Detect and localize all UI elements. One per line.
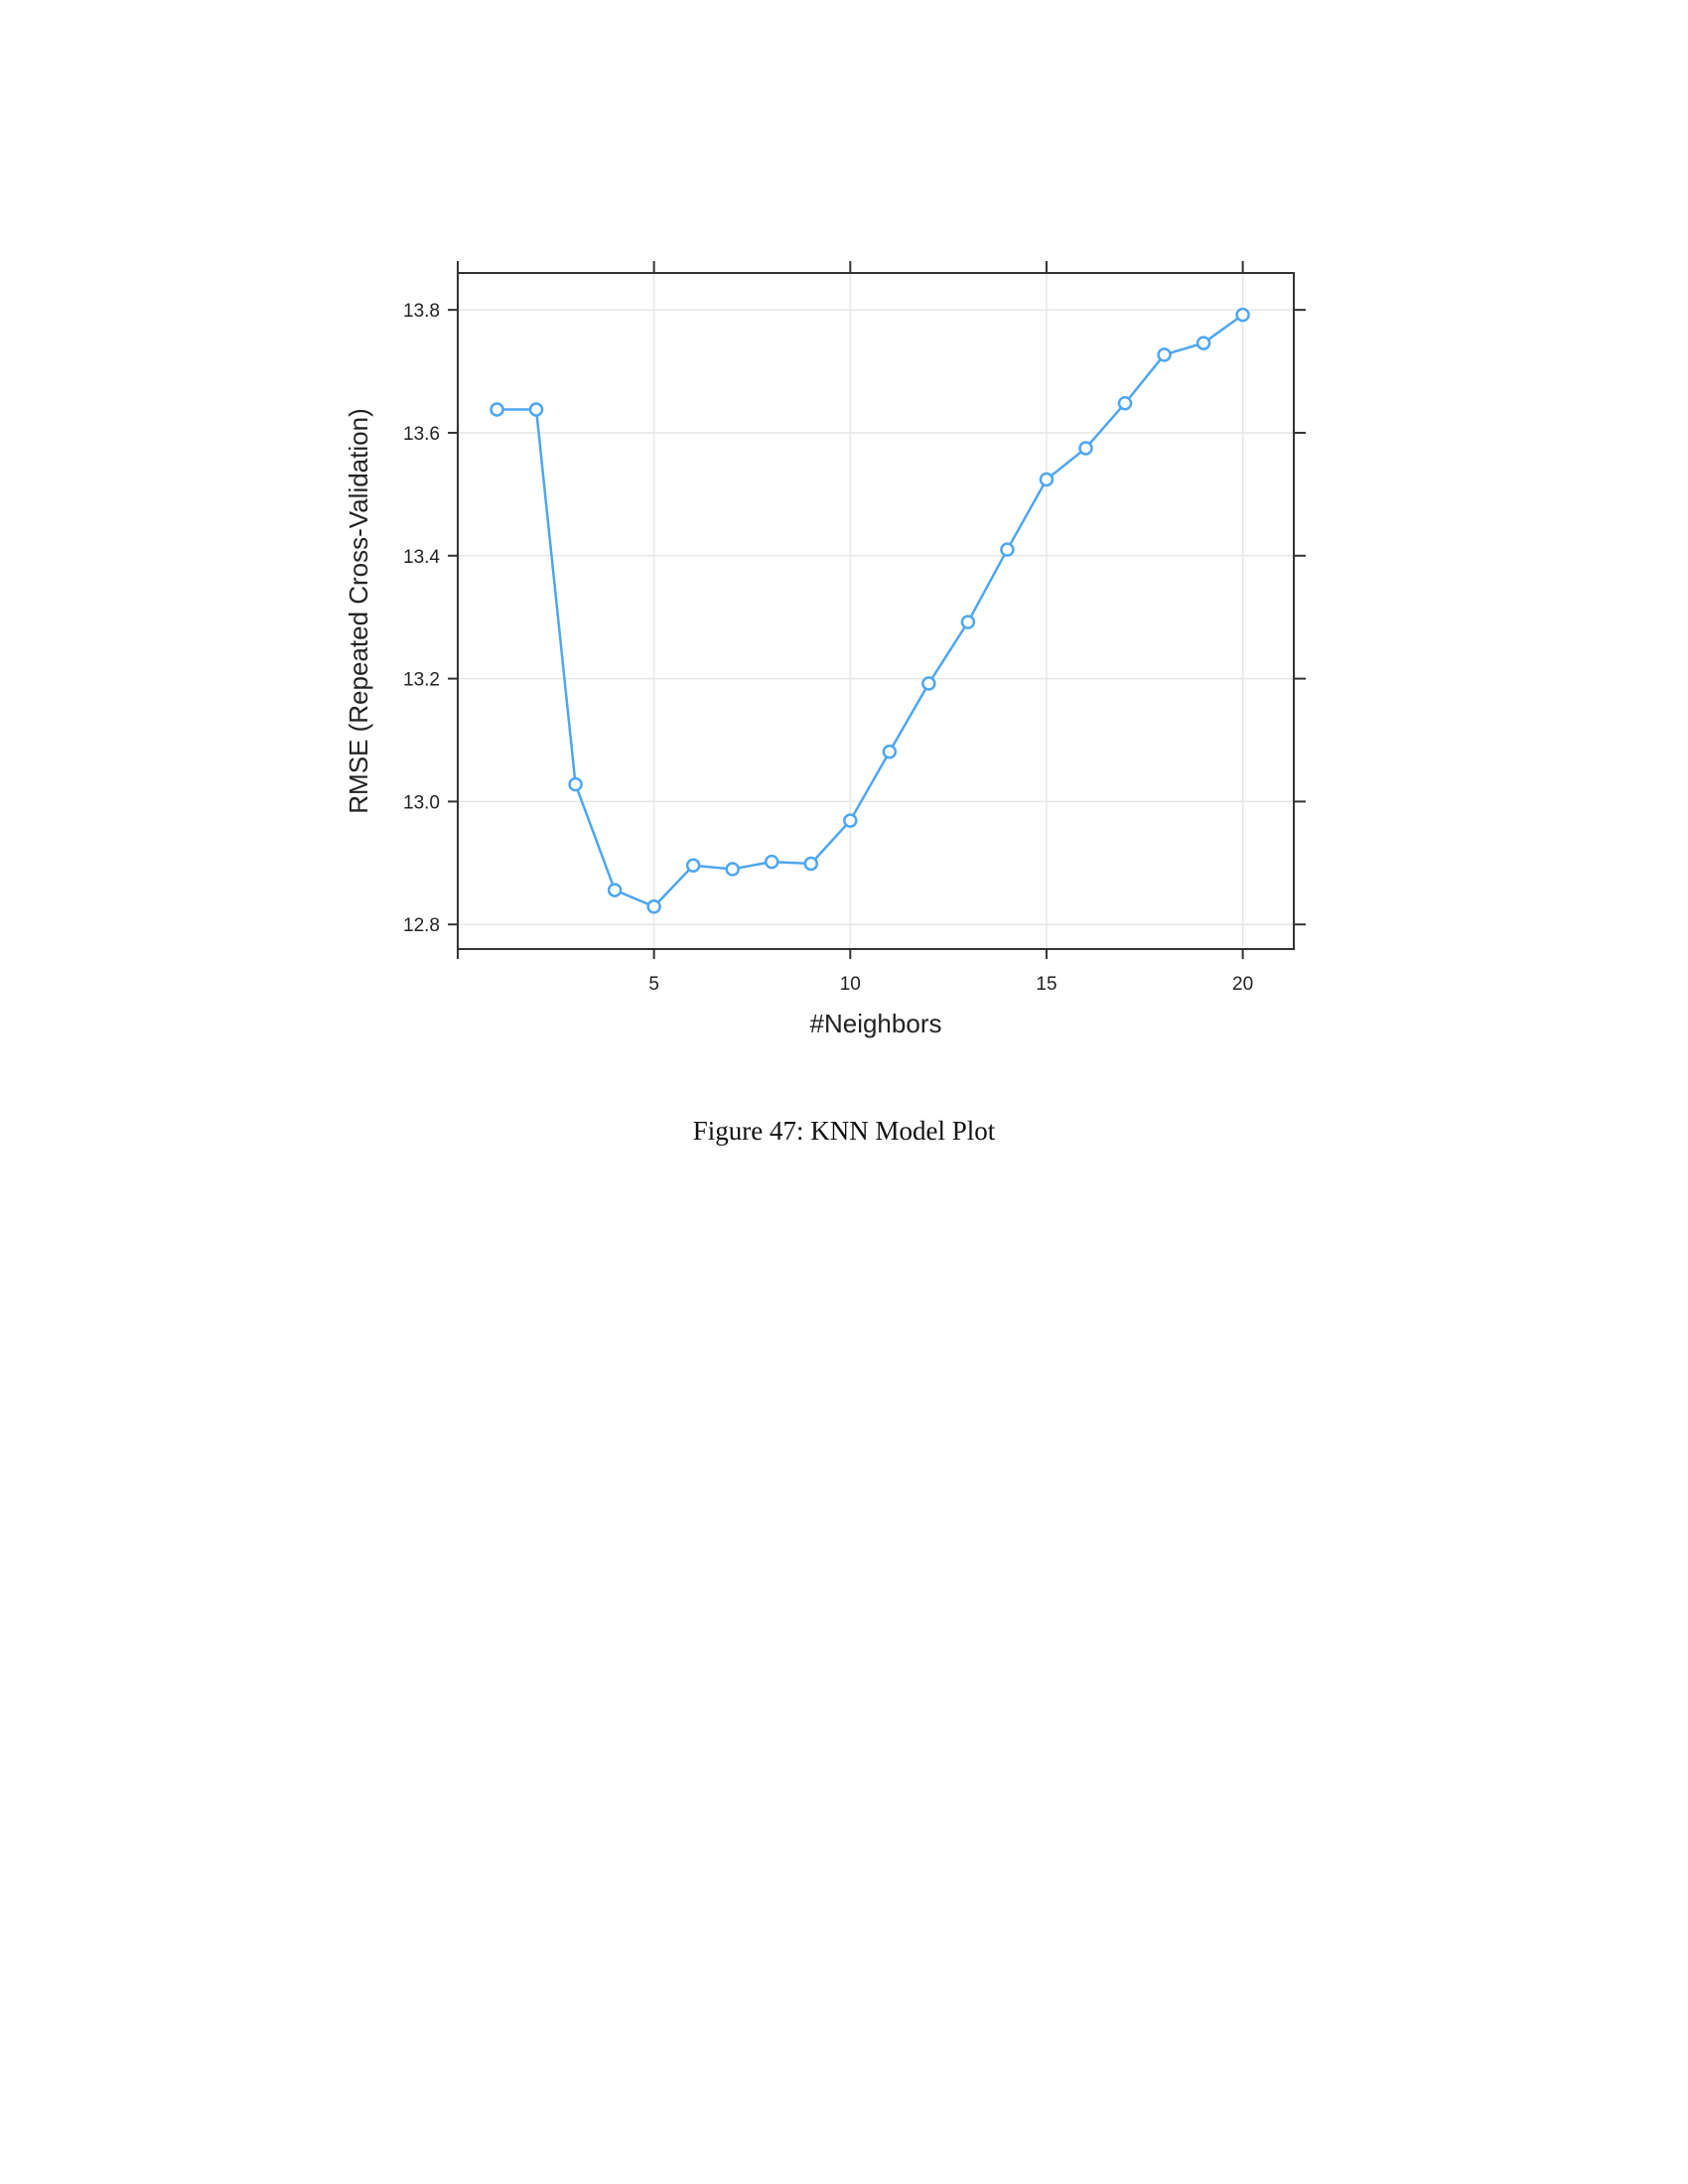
data-point — [764, 854, 779, 870]
plot-frame — [457, 272, 1295, 950]
y-tick-label: 12.8 — [403, 915, 440, 936]
y-tick-label: 13.4 — [403, 547, 440, 568]
data-point — [725, 862, 740, 877]
data-point — [960, 614, 976, 629]
data-point — [882, 745, 898, 759]
y-tick-label: 13.8 — [403, 301, 440, 322]
x-tick-label: 20 — [1232, 974, 1253, 995]
data-point — [1235, 307, 1250, 323]
data-point — [1000, 542, 1015, 557]
y-axis-title: RMSE (Repeated Cross-Validation) — [344, 408, 373, 813]
data-point — [1196, 336, 1211, 350]
data-point — [843, 813, 858, 828]
data-point — [803, 856, 819, 872]
data-point — [1117, 395, 1133, 411]
y-tick-label: 13.6 — [403, 424, 440, 445]
data-point — [921, 676, 936, 691]
knn-rmse-chart: 5 10 15 20 12.8 13.0 13.2 13.4 13.6 13.8 #Neighbor… — [344, 261, 1306, 1038]
data-point — [528, 402, 544, 417]
data-point — [490, 402, 504, 417]
data-point — [646, 899, 661, 914]
data-point — [1157, 347, 1172, 362]
x-axis-title: #Neighbors — [810, 1009, 942, 1038]
x-tick-label: 5 — [648, 974, 659, 995]
x-tick-label: 15 — [1036, 974, 1056, 995]
figure-caption: Figure 47: KNN Model Plot — [692, 1116, 996, 1146]
data-point — [568, 776, 583, 792]
data-point — [1078, 441, 1093, 456]
data-point — [607, 883, 623, 897]
data-point — [1039, 472, 1055, 487]
data-point — [685, 858, 701, 874]
x-tick-label: 10 — [840, 974, 861, 995]
y-tick-label: 13.2 — [403, 670, 440, 691]
y-tick-label: 13.0 — [403, 792, 440, 813]
